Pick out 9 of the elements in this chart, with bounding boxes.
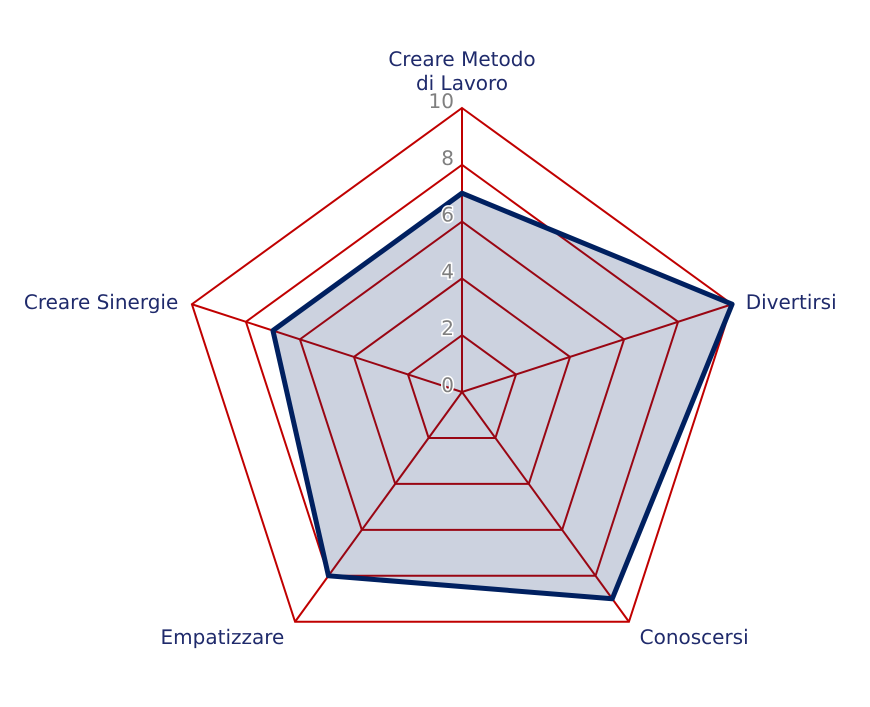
y-tick-label: 6 [441,202,454,227]
y-tick-label: 2 [441,316,454,340]
spoke-label: Conoscersi [640,625,749,650]
spoke-label: Divertirsi [746,290,837,314]
y-tick-label: 10 [428,89,454,113]
y-tick-label: 8 [441,146,454,170]
y-tick-label: 4 [441,259,454,284]
spoke-label: Creare Sinergie [24,290,178,314]
spoke-label: Empatizzare [160,625,284,650]
